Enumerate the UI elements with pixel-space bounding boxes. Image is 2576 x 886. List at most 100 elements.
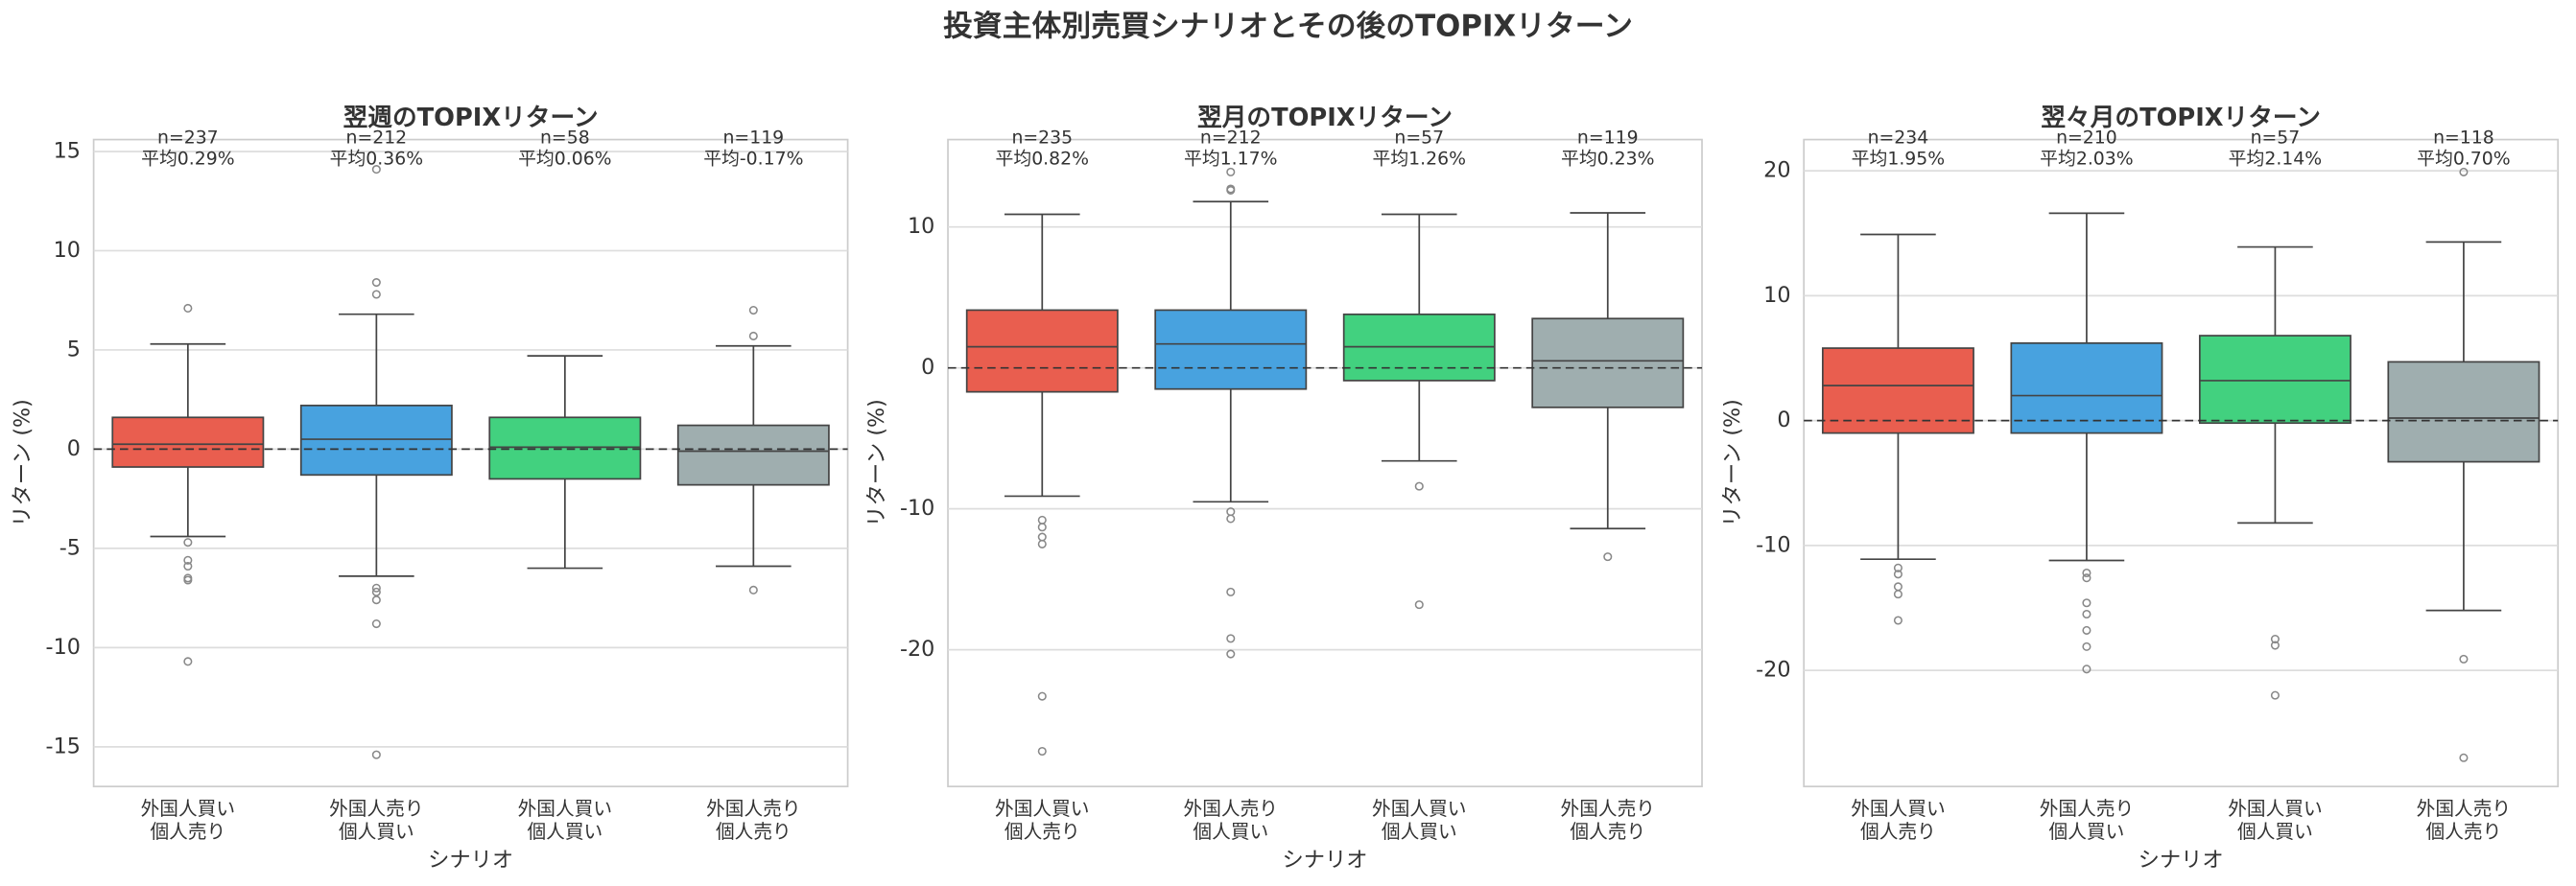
outlier (371, 278, 381, 288)
annotation: 平均0.29% (141, 149, 234, 170)
y-tick-label: -5 (59, 535, 81, 560)
outlier (2270, 635, 2280, 644)
outlier (1226, 587, 1236, 596)
annotation: n=57 (1394, 128, 1444, 148)
outlier (183, 555, 193, 565)
outlier (1226, 514, 1236, 524)
annotation: n=234 (1868, 128, 1929, 148)
x-tick-label: 外国人買い個人買い (518, 798, 612, 843)
outlier (1226, 185, 1236, 196)
y-tick-label: 20 (1763, 158, 1790, 183)
y-tick-label: 0 (921, 355, 934, 380)
outlier (2082, 664, 2092, 674)
outlier (2082, 598, 2092, 608)
annotation: n=235 (1011, 128, 1073, 148)
box (299, 405, 453, 477)
outlier (2459, 167, 2469, 176)
outlier (371, 618, 381, 629)
box (488, 416, 642, 480)
outlier (2082, 573, 2092, 583)
outlier (183, 538, 193, 548)
x-tick-label: 外国人売り個人売り (706, 798, 800, 843)
x-tick-label: 外国人買い個人売り (1851, 798, 1945, 843)
outlier (2082, 568, 2092, 578)
annotation: n=57 (2251, 128, 2301, 148)
outlier (371, 290, 381, 299)
outlier (2459, 753, 2469, 762)
y-tick-label: 10 (1763, 283, 1790, 308)
annotation: 平均1.26% (1373, 149, 1466, 170)
outlier (371, 583, 381, 593)
x-tick-label: 外国人売り個人買い (2040, 798, 2134, 843)
box (2387, 361, 2541, 463)
annotation: n=118 (2433, 128, 2494, 148)
x-tick-label: 外国人売り個人売り (2417, 798, 2511, 843)
outlier (371, 750, 381, 759)
box (676, 424, 830, 486)
outlier (1226, 649, 1236, 659)
y-tick-label: 10 (54, 238, 81, 263)
outlier (1414, 481, 1424, 491)
x-tick-label: 外国人買い個人売り (141, 798, 235, 843)
outlier (183, 561, 193, 571)
y-tick-label: 0 (1777, 408, 1790, 432)
figure-title: 投資主体別売買シナリオとその後のTOPIXリターン (943, 10, 1633, 44)
outlier (371, 595, 381, 605)
x-tick-label: 外国人売り個人買い (1184, 798, 1278, 843)
x-tick-label: 外国人買い個人買い (1372, 798, 1466, 843)
annotation: n=237 (157, 128, 219, 148)
annotation: 平均0.36% (330, 149, 423, 170)
annotation: 平均0.82% (996, 149, 1089, 170)
axis-title: シナリオ (2139, 848, 2224, 873)
annotation: 平均2.03% (2040, 149, 2133, 170)
outlier (748, 331, 758, 340)
plot-area (947, 138, 1703, 788)
annotation: n=119 (1577, 128, 1639, 148)
box (2010, 341, 2163, 434)
annotation: n=58 (540, 128, 590, 148)
box (2198, 335, 2351, 425)
axis-title: リターン (%) (10, 399, 35, 526)
outlier (1037, 746, 1047, 757)
annotation: n=119 (723, 128, 785, 148)
axis-title: リターン (%) (864, 399, 889, 526)
annotation: n=212 (1200, 128, 1262, 148)
axis-title: シナリオ (428, 848, 513, 873)
y-tick-label: 0 (67, 436, 81, 461)
outlier (1037, 523, 1047, 532)
y-tick-label: -10 (1756, 532, 1790, 557)
outlier (2270, 690, 2280, 700)
x-tick-label: 外国人売り個人買い (329, 798, 423, 843)
box (1154, 309, 1308, 390)
box (111, 416, 265, 468)
annotation: 平均1.17% (1184, 149, 1277, 170)
outlier (748, 305, 758, 315)
annotation: 平均1.95% (1852, 149, 1945, 170)
chart-title: 翌々月のTOPIXリターン (2041, 104, 2321, 132)
y-tick-label: -10 (46, 635, 81, 660)
outlier (748, 585, 758, 595)
outlier (183, 657, 193, 666)
axis-title: シナリオ (1283, 848, 1368, 873)
y-tick-label: -20 (900, 637, 934, 662)
x-tick-label: 外国人買い個人買い (2228, 798, 2322, 843)
plot-area (1803, 138, 2560, 788)
outlier (2459, 654, 2469, 664)
outlier (183, 575, 193, 585)
chart-title: 翌週のTOPIXリターン (343, 104, 599, 132)
outlier (1414, 600, 1424, 610)
annotation: 平均0.06% (518, 149, 611, 170)
outlier (1226, 634, 1236, 643)
outlier (2270, 641, 2280, 650)
outlier (1037, 691, 1047, 701)
annotation: 平均0.70% (2417, 149, 2510, 170)
annotation: n=212 (346, 128, 408, 148)
axis-title: リターン (%) (1720, 399, 1745, 526)
y-tick-label: -20 (1756, 658, 1790, 683)
outlier (1893, 563, 1902, 572)
outlier (371, 165, 381, 175)
outlier (2082, 625, 2092, 635)
box (1821, 347, 1974, 434)
